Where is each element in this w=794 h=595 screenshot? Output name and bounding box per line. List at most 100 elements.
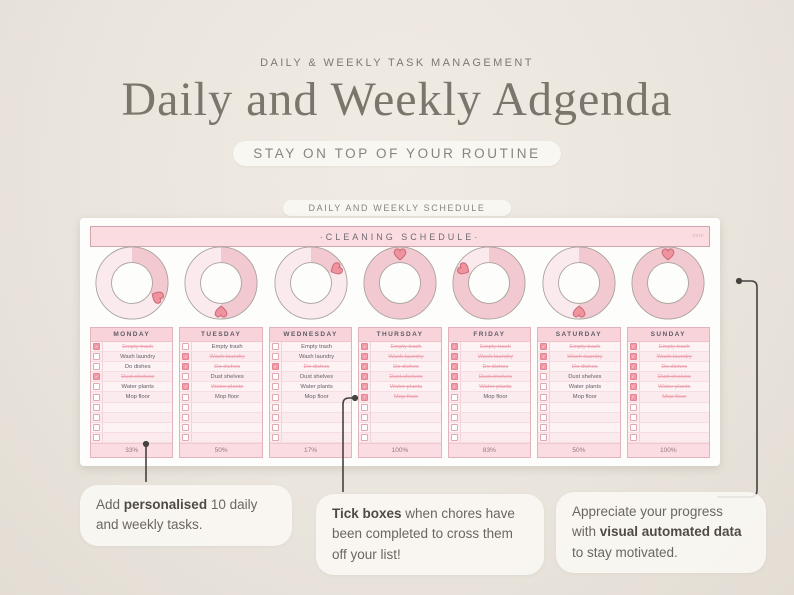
task-label: Dust shelves — [478, 373, 513, 380]
task-checkbox[interactable] — [450, 413, 458, 421]
task-row: ✓ Mop floor — [627, 392, 709, 403]
day-card-tuesday: TUESDAY Empty trash ✓ Wash laundry ✓ Do dishe… — [179, 327, 263, 458]
task-checkbox[interactable]: ✓ — [450, 383, 458, 391]
task-checkbox[interactable]: ✓ — [540, 363, 548, 371]
task-checkbox[interactable] — [271, 393, 279, 401]
task-checkbox[interactable] — [93, 383, 100, 391]
task-checkbox[interactable] — [271, 413, 279, 421]
task-checkbox[interactable]: ✓ — [361, 383, 369, 391]
task-label: Water plants — [568, 383, 602, 390]
task-label: Do dishes — [482, 363, 509, 370]
task-checkbox[interactable] — [182, 393, 190, 401]
task-checkbox[interactable]: ✓ — [450, 373, 458, 381]
task-checkbox[interactable]: ✓ — [93, 373, 100, 381]
task-checkbox[interactable] — [93, 433, 100, 441]
task-checkbox[interactable]: ✓ — [361, 393, 369, 401]
task-row: Mop floor — [91, 392, 173, 403]
task-label — [371, 423, 440, 432]
empty-task-row — [359, 412, 441, 423]
task-checkbox[interactable] — [361, 423, 369, 431]
task-label: Wash laundry — [656, 353, 692, 360]
task-checkbox[interactable] — [450, 423, 458, 431]
task-checkbox[interactable] — [540, 373, 548, 381]
task-checkbox[interactable] — [182, 423, 190, 431]
task-checkbox[interactable] — [629, 413, 637, 421]
task-row: ✓ Empty trash — [538, 342, 620, 353]
task-checkbox[interactable] — [93, 413, 100, 421]
task-checkbox[interactable]: ✓ — [629, 363, 637, 371]
task-checkbox[interactable]: ✓ — [182, 363, 190, 371]
task-checkbox[interactable]: ✓ — [93, 343, 100, 351]
task-checkbox[interactable] — [540, 393, 548, 401]
task-checkbox[interactable] — [540, 403, 548, 411]
task-checkbox[interactable] — [361, 433, 369, 441]
checkbox-cell — [270, 372, 282, 382]
task-checkbox[interactable]: ✓ — [361, 353, 369, 361]
task-checkbox[interactable] — [540, 433, 548, 441]
schedule-badge: DAILY AND WEEKLY SCHEDULE — [282, 200, 512, 216]
task-label: Dust shelves — [568, 373, 602, 380]
task-row: ✓ Do dishes — [538, 362, 620, 373]
task-checkbox[interactable]: ✓ — [629, 383, 637, 391]
task-checkbox[interactable] — [450, 403, 458, 411]
task-checkbox[interactable]: ✓ — [271, 363, 279, 371]
task-label: Water plants — [210, 383, 244, 390]
task-checkbox[interactable] — [629, 403, 637, 411]
task-checkbox[interactable]: ✓ — [450, 353, 458, 361]
task-checkbox[interactable]: ✓ — [450, 363, 458, 371]
checkbox-cell: ✓ — [628, 372, 640, 382]
task-checkbox[interactable] — [93, 363, 100, 371]
task-checkbox[interactable]: ✓ — [540, 353, 548, 361]
task-label: Do dishes — [214, 363, 241, 370]
task-checkbox[interactable]: ✓ — [361, 343, 369, 351]
task-checkbox[interactable] — [450, 433, 458, 441]
task-checkbox[interactable] — [182, 413, 190, 421]
progress-donut-monday — [90, 243, 173, 323]
task-checkbox[interactable]: ✓ — [629, 393, 637, 401]
connector-line-right — [717, 280, 758, 498]
checkbox-cell: ✓ — [538, 352, 551, 362]
task-checkbox[interactable] — [182, 373, 190, 381]
task-checkbox[interactable] — [629, 423, 637, 431]
task-checkbox[interactable] — [93, 393, 100, 401]
task-checkbox[interactable] — [93, 423, 100, 431]
task-checkbox[interactable] — [271, 383, 279, 391]
task-checkbox[interactable] — [450, 393, 458, 401]
task-checkbox[interactable]: ✓ — [629, 343, 637, 351]
task-checkbox[interactable]: ✓ — [182, 353, 190, 361]
task-checkbox[interactable] — [540, 413, 548, 421]
task-label — [282, 413, 351, 422]
task-checkbox[interactable] — [540, 423, 548, 431]
task-checkbox[interactable] — [182, 403, 190, 411]
task-checkbox[interactable] — [271, 433, 279, 441]
task-checkbox[interactable] — [540, 383, 548, 391]
task-checkbox[interactable]: ✓ — [629, 373, 637, 381]
task-label: Do dishes — [571, 363, 598, 370]
task-label: Mop floor — [125, 394, 150, 401]
task-checkbox[interactable] — [93, 353, 100, 361]
day-header: TUESDAY — [180, 328, 262, 342]
task-checkbox[interactable]: ✓ — [540, 343, 548, 351]
task-checkbox[interactable] — [629, 433, 637, 441]
task-checkbox[interactable]: ✓ — [182, 383, 190, 391]
task-checkbox[interactable] — [361, 403, 369, 411]
task-checkbox[interactable] — [182, 433, 190, 441]
task-checkbox[interactable]: ✓ — [361, 373, 369, 381]
task-label — [192, 413, 261, 422]
task-checkbox[interactable] — [93, 403, 100, 411]
task-checkbox[interactable] — [271, 403, 279, 411]
task-row: ✓ Dust shelves — [627, 372, 709, 383]
task-checkbox[interactable] — [271, 353, 279, 361]
task-checkbox[interactable] — [361, 413, 369, 421]
day-progress-percent: 100% — [359, 442, 441, 457]
callout-visual-data: Appreciate your progress with visual aut… — [556, 492, 766, 573]
task-checkbox[interactable]: ✓ — [629, 353, 637, 361]
day-header: MONDAY — [91, 328, 173, 342]
task-checkbox[interactable] — [271, 423, 279, 431]
task-checkbox[interactable]: ✓ — [450, 343, 458, 351]
task-label: Wash laundry — [567, 353, 603, 360]
task-checkbox[interactable] — [182, 343, 190, 351]
task-checkbox[interactable] — [271, 373, 279, 381]
task-checkbox[interactable]: ✓ — [361, 363, 369, 371]
task-checkbox[interactable] — [271, 343, 279, 351]
